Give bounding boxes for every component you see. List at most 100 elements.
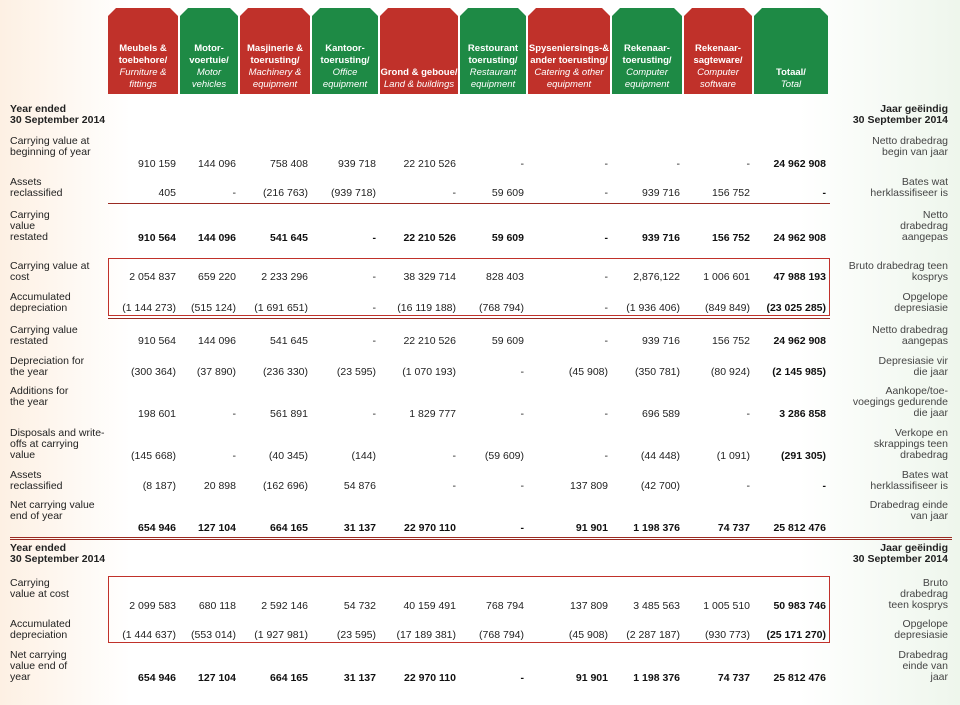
double-divider — [10, 537, 952, 540]
column-header-af: Restourant toerusting/ — [467, 43, 519, 66]
table-cell: (37 890) — [196, 366, 236, 378]
table-cell: 54 876 — [343, 480, 376, 492]
column-header-af: Masjinerie & toerusting/ — [247, 43, 303, 66]
year-label-left-2-line2: 30 September 2014 — [10, 553, 106, 565]
table-cell: (236 330) — [263, 366, 308, 378]
table-cell: 59 609 — [491, 232, 524, 244]
table-cell: - — [604, 335, 609, 347]
table-cell: 59 609 — [491, 335, 524, 347]
year-label-right-line1: Jaar geëindig — [880, 103, 948, 115]
column-header-en: Computer equipment — [624, 67, 670, 90]
column-header-en: Motor vehicles — [191, 67, 227, 90]
table-cell: - — [604, 232, 609, 244]
year-label-right-2-line2: 30 September 2014 — [852, 553, 948, 565]
table-cell: (1 691 651) — [254, 302, 308, 314]
column-header-af: Meubels & toebehore/ — [118, 43, 168, 66]
table-cell: (216 763) — [263, 187, 308, 199]
row-label-en: Carrying value at beginning of year — [10, 135, 91, 158]
table-cell: 1 198 376 — [633, 522, 680, 534]
table-cell: 664 165 — [270, 672, 308, 684]
year-label-right-2-line1: Jaar geëindig — [880, 542, 948, 554]
row-label-af: Drabedrag einde van jaar — [898, 649, 948, 683]
table-cell: (930 773) — [705, 629, 750, 641]
row-label-af: Drabedrag einde van jaar — [869, 499, 948, 522]
table-cell: (939 718) — [331, 187, 376, 199]
table-cell: 24 962 908 — [773, 335, 826, 347]
column-header: Grond & geboue/Land & buildings — [380, 8, 458, 94]
table-cell: - — [520, 158, 525, 170]
column-header: Restourant toerusting/Restaurant equipme… — [460, 8, 526, 94]
table-cell: (17 189 381) — [396, 629, 456, 641]
table-cell: - — [520, 522, 525, 534]
column-header-af: Totaal/ — [776, 67, 806, 78]
row-label-en: Depreciation for the year — [10, 355, 85, 378]
table-cell: 828 403 — [486, 271, 524, 283]
row-label-af: Netto drabedrag begin van jaar — [872, 135, 948, 158]
column-header: Masjinerie & toerusting/Machinery & equi… — [240, 8, 310, 94]
table-cell: 3 286 858 — [779, 408, 826, 420]
row-label-af: Opgelope depresiasie — [894, 618, 948, 641]
row-label-af: Bates wat herklassifiseer is — [870, 469, 948, 492]
table-cell: 939 716 — [642, 335, 680, 347]
table-cell: 50 983 746 — [773, 600, 826, 612]
column-header-af: Motor-voertuie/ — [189, 43, 229, 66]
row-label-en: Net carrying value end of year — [10, 649, 68, 683]
table-cell: (768 794) — [479, 629, 524, 641]
year-label-right-line2: 30 September 2014 — [852, 114, 948, 126]
table-cell: 24 962 908 — [773, 158, 826, 170]
table-cell: (2 145 985) — [772, 366, 826, 378]
column-header: Motor-voertuie/Motor vehicles — [180, 8, 238, 94]
table-cell: - — [604, 450, 609, 462]
table-cell: - — [372, 302, 377, 314]
column-header-af: Grond & geboue/ — [380, 67, 458, 78]
table-cell: (768 794) — [479, 302, 524, 314]
table-cell: (849 849) — [705, 302, 750, 314]
table-cell: 20 898 — [203, 480, 236, 492]
table-cell: 939 718 — [338, 158, 376, 170]
table-cell: 541 645 — [270, 232, 308, 244]
row-label-en: Additions for the year — [10, 385, 69, 408]
table-cell: - — [746, 408, 751, 420]
row-label-af: Depresiasie vir die jaar — [878, 355, 948, 378]
table-cell: 144 096 — [198, 232, 236, 244]
table-cell: 1 006 601 — [703, 271, 750, 283]
table-cell: 144 096 — [198, 158, 236, 170]
year-label-right: Jaar geëindig 30 September 2014 — [853, 104, 948, 126]
table-cell: (80 924) — [710, 366, 750, 378]
table-cell: (300 364) — [131, 366, 176, 378]
row-label-af: Bruto drabedrag teen kosprys — [848, 260, 948, 283]
table-cell: - — [520, 672, 525, 684]
row-label-en: Carrying value restated — [10, 209, 50, 243]
table-cell: (553 014) — [191, 629, 236, 641]
row-label-en: Disposals and write-offs at carrying val… — [10, 427, 105, 461]
row-label-en: Assets reclassified — [10, 176, 63, 199]
table-cell: - — [520, 366, 525, 378]
divider — [108, 318, 830, 319]
table-cell: (2 287 187) — [626, 629, 680, 641]
table-cell: 664 165 — [270, 522, 308, 534]
column-header: Meubels & toebehore/Furniture & fittings — [108, 8, 178, 94]
table-cell: (23 595) — [336, 629, 376, 641]
table-cell: 198 601 — [138, 408, 176, 420]
table-cell: (1 091) — [716, 450, 750, 462]
row-label-en: Accumulated depreciation — [10, 618, 71, 641]
row-label-af: Bates wat herklassifiseer is — [870, 176, 948, 199]
column-header-en: Restaurant equipment — [469, 67, 517, 90]
table-cell: - — [746, 480, 751, 492]
table-cell: 1 829 777 — [409, 408, 456, 420]
table-cell: (8 187) — [142, 480, 176, 492]
table-cell: - — [232, 408, 237, 420]
column-header: Rekenaar-sagteware/Computer software — [684, 8, 752, 94]
cost-box-1 — [108, 258, 830, 316]
table-cell: (42 700) — [640, 480, 680, 492]
table-cell: (1 936 406) — [626, 302, 680, 314]
row-label-en: Accumulated depreciation — [10, 291, 71, 314]
table-cell: (44 448) — [640, 450, 680, 462]
row-label-en: Carrying value restated — [10, 324, 78, 347]
column-header-af: Spyseniersings-& ander toerusting/ — [528, 43, 610, 66]
table-cell: (162 696) — [263, 480, 308, 492]
table-cell: 127 104 — [198, 672, 236, 684]
table-cell: 156 752 — [712, 232, 750, 244]
column-header-af: Rekenaar-toerusting/ — [622, 43, 672, 66]
table-cell: 22 970 110 — [404, 672, 456, 684]
